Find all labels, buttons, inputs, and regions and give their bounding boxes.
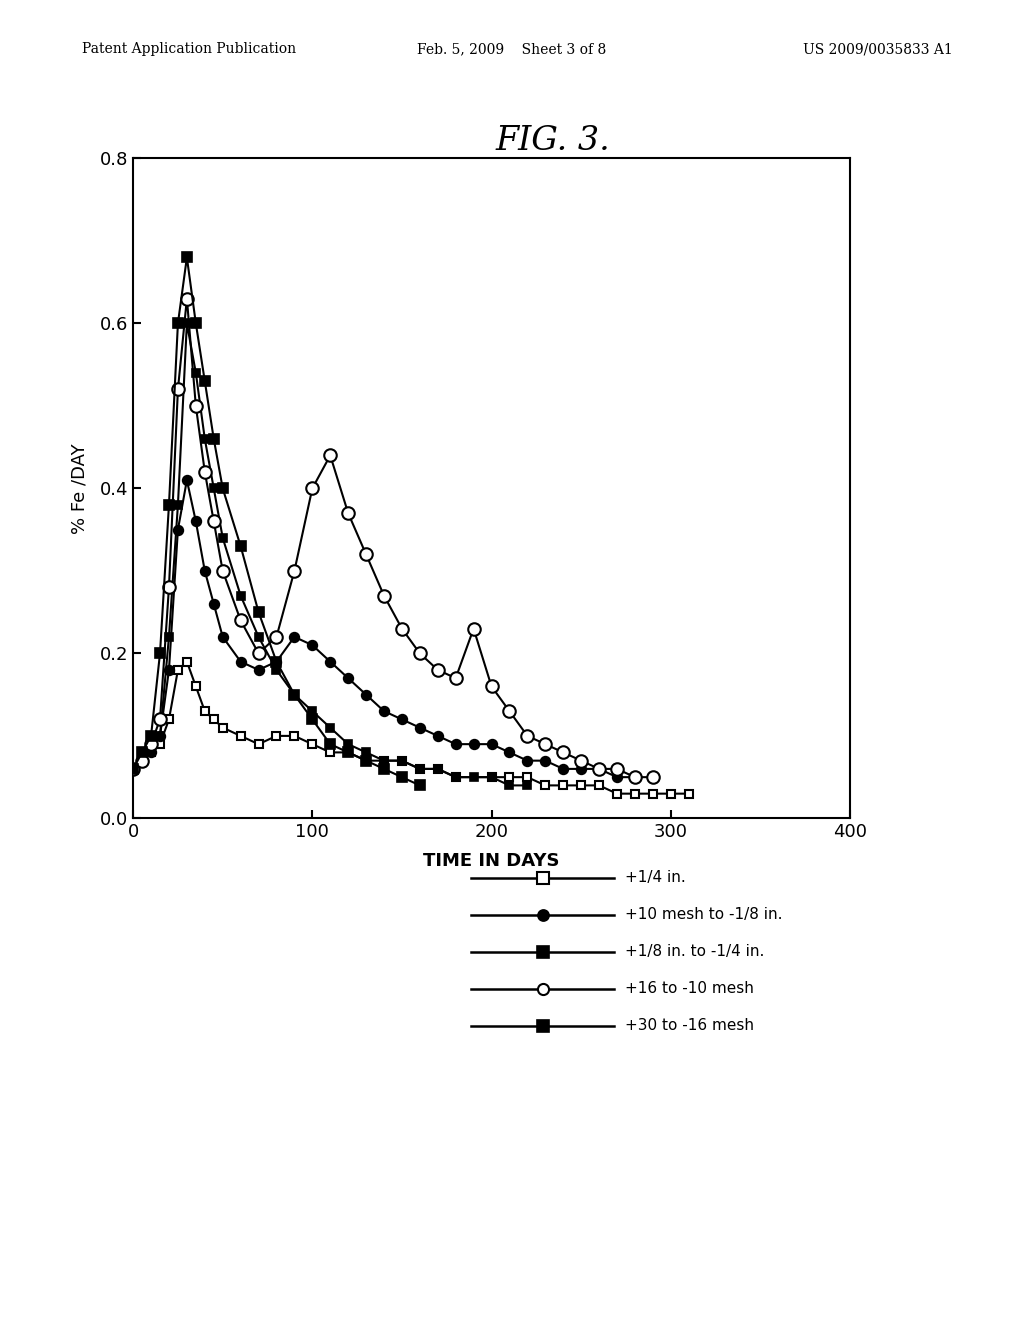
Text: +16 to -10 mesh: +16 to -10 mesh [625, 981, 754, 997]
Text: Feb. 5, 2009    Sheet 3 of 8: Feb. 5, 2009 Sheet 3 of 8 [418, 42, 606, 57]
X-axis label: TIME IN DAYS: TIME IN DAYS [423, 853, 560, 870]
Text: Patent Application Publication: Patent Application Publication [82, 42, 296, 57]
Text: +10 mesh to -1/8 in.: +10 mesh to -1/8 in. [625, 907, 782, 923]
Y-axis label: % Fe /DAY: % Fe /DAY [71, 444, 89, 533]
Text: FIG. 3.: FIG. 3. [496, 125, 610, 157]
Text: +1/8 in. to -1/4 in.: +1/8 in. to -1/4 in. [625, 944, 764, 960]
Text: US 2009/0035833 A1: US 2009/0035833 A1 [803, 42, 952, 57]
Text: +1/4 in.: +1/4 in. [625, 870, 685, 886]
Text: +30 to -16 mesh: +30 to -16 mesh [625, 1018, 754, 1034]
